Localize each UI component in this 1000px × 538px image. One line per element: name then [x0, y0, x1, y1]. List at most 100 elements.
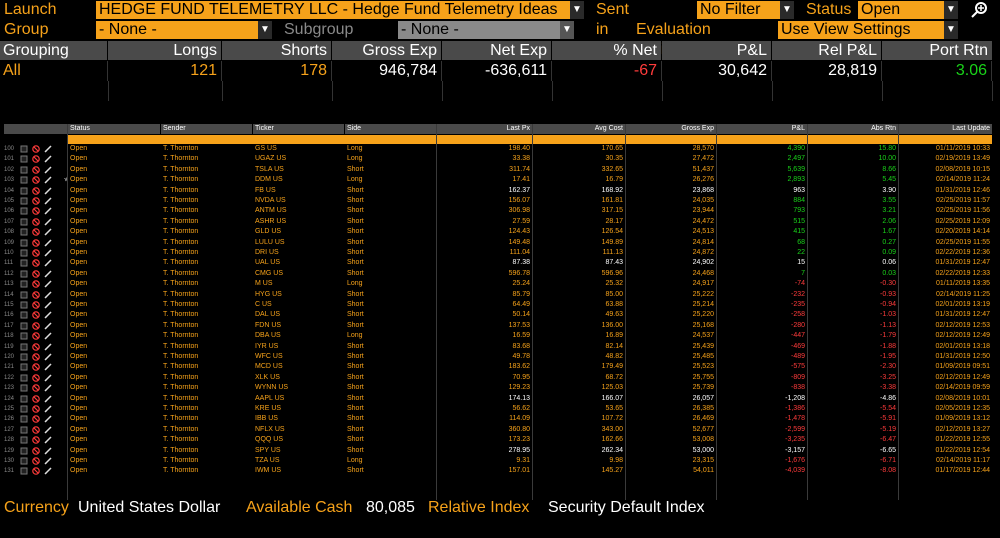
table-row[interactable]: 121 Open T. Thornton MCD US Short 183.62 179.4…: [0, 362, 1000, 372]
edit-icon[interactable]: [44, 436, 52, 444]
summary-header-shorts[interactable]: Shorts: [222, 41, 331, 60]
remove-icon[interactable]: [32, 228, 40, 236]
checkbox-icon[interactable]: [20, 332, 28, 340]
checkbox-icon[interactable]: [20, 145, 28, 153]
remove-icon[interactable]: [32, 332, 40, 340]
checkbox-icon[interactable]: [20, 270, 28, 278]
remove-icon[interactable]: [32, 436, 40, 444]
table-row[interactable]: 124 Open T. Thornton AAPL US Short 174.13 166.…: [0, 394, 1000, 404]
chevron-down-icon[interactable]: ▼: [258, 21, 272, 39]
checkbox-icon[interactable]: [20, 426, 28, 434]
table-row[interactable]: 113 Open T. Thornton M US Long 25.24 25.32 24,9…: [0, 279, 1000, 289]
remove-icon[interactable]: [32, 384, 40, 392]
table-row[interactable]: 120 Open T. Thornton WFC US Short 49.78 48.82 2…: [0, 352, 1000, 362]
table-row[interactable]: 123 Open T. Thornton WYNN US Short 129.23 125.…: [0, 383, 1000, 393]
checkbox-icon[interactable]: [20, 415, 28, 423]
remove-icon[interactable]: [32, 457, 40, 465]
summary-header-grouping[interactable]: Grouping: [0, 41, 107, 60]
table-row[interactable]: 119 Open T. Thornton IYR US Short 83.68 82.14 2…: [0, 342, 1000, 352]
chevron-down-icon[interactable]: ▼: [944, 21, 958, 39]
edit-icon[interactable]: [44, 197, 52, 205]
edit-icon[interactable]: [44, 426, 52, 434]
remove-icon[interactable]: [32, 155, 40, 164]
edit-icon[interactable]: [44, 239, 52, 247]
checkbox-icon[interactable]: [20, 207, 28, 215]
table-row[interactable]: 122 Open T. Thornton XLK US Short 70.95 68.72 2…: [0, 373, 1000, 383]
checkbox-icon[interactable]: [20, 218, 28, 226]
table-row[interactable]: 110 Open T. Thornton DRI US Short 111.04 111.1…: [0, 248, 1000, 258]
checkbox-icon[interactable]: [20, 374, 28, 382]
group-by-select[interactable]: - None -: [96, 21, 258, 39]
edit-icon[interactable]: [44, 457, 52, 465]
checkbox-icon[interactable]: [20, 384, 28, 392]
edit-icon[interactable]: [44, 207, 52, 215]
subgroup-by-select[interactable]: - None -: [398, 21, 560, 39]
table-row[interactable]: 109 Open T. Thornton LULU US Short 149.48 149.…: [0, 238, 1000, 248]
edit-icon[interactable]: [44, 228, 52, 236]
remove-icon[interactable]: [32, 186, 40, 195]
evaluation-period-select[interactable]: Use View Settings: [778, 21, 944, 39]
edit-icon[interactable]: [44, 447, 52, 455]
table-row[interactable]: 103 √ Open T. Thornton DDM US Long 17.41 16.79 2…: [0, 175, 1000, 185]
checkbox-icon[interactable]: [20, 311, 28, 319]
edit-icon[interactable]: [44, 270, 52, 278]
checkbox-icon[interactable]: [20, 467, 28, 475]
edit-icon[interactable]: [44, 332, 52, 340]
remove-icon[interactable]: [32, 415, 40, 424]
table-row[interactable]: 128 Open T. Thornton QQQ US Short 173.23 162.6…: [0, 435, 1000, 445]
edit-icon[interactable]: [44, 259, 52, 267]
table-row[interactable]: 126 Open T. Thornton IBB US Short 114.09 107.7…: [0, 414, 1000, 424]
checkbox-icon[interactable]: [20, 363, 28, 371]
remove-icon[interactable]: [32, 353, 40, 361]
remove-icon[interactable]: [32, 405, 40, 413]
table-row[interactable]: 106 Open T. Thornton ANTM US Short 306.98 317.…: [0, 206, 1000, 216]
table-row[interactable]: 108 Open T. Thornton GLD US Short 124.43 126.5…: [0, 227, 1000, 237]
remove-icon[interactable]: [32, 259, 40, 268]
table-row[interactable]: 125 Open T. Thornton KRE US Short 56.62 53.65 2…: [0, 404, 1000, 414]
edit-icon[interactable]: [44, 249, 52, 257]
edit-icon[interactable]: [44, 374, 52, 382]
chevron-down-icon[interactable]: ▼: [944, 1, 958, 19]
table-row[interactable]: 127 Open T. Thornton NFLX US Short 360.80 343.…: [0, 425, 1000, 435]
remove-icon[interactable]: [32, 269, 40, 278]
table-row[interactable]: 112 Open T. Thornton CMG US Short 596.78 596.9…: [0, 269, 1000, 279]
summary-header-pnl[interactable]: P&L: [662, 41, 771, 60]
remove-icon[interactable]: [32, 394, 40, 403]
edit-icon[interactable]: [44, 145, 52, 153]
chevron-down-icon[interactable]: ▼: [570, 1, 584, 19]
checkbox-icon[interactable]: [20, 343, 28, 351]
table-row[interactable]: 111 Open T. Thornton UAL US Short 87.38 87.43 2…: [0, 258, 1000, 268]
table-row[interactable]: 131 Open T. Thornton IWM US Short 157.01 145.2…: [0, 466, 1000, 476]
table-row[interactable]: 118 Open T. Thornton DBA US Long 16.59 16.89 24…: [0, 331, 1000, 341]
remove-icon[interactable]: [32, 176, 40, 184]
remove-icon[interactable]: [32, 425, 40, 434]
checkbox-icon[interactable]: [20, 155, 28, 163]
edit-icon[interactable]: [44, 363, 52, 371]
chevron-down-icon[interactable]: ▼: [780, 1, 794, 19]
remove-icon[interactable]: [32, 363, 40, 372]
edit-icon[interactable]: [44, 187, 52, 195]
edit-icon[interactable]: [44, 415, 52, 423]
checkbox-icon[interactable]: [20, 176, 28, 184]
checkbox-icon[interactable]: [20, 457, 28, 465]
edit-icon[interactable]: [44, 405, 52, 413]
edit-icon[interactable]: [44, 311, 52, 319]
remove-icon[interactable]: [32, 446, 40, 455]
edit-icon[interactable]: [44, 343, 52, 351]
remove-icon[interactable]: [32, 249, 40, 257]
remove-icon[interactable]: [32, 321, 40, 330]
table-row[interactable]: 130 Open T. Thornton TZA US Long 9.31 9.98 23,3…: [0, 456, 1000, 466]
table-header-last-px[interactable]: Last Px: [437, 124, 532, 134]
table-header-status[interactable]: Status: [68, 124, 160, 134]
remove-icon[interactable]: [32, 290, 40, 299]
edit-icon[interactable]: [44, 395, 52, 403]
table-row[interactable]: 101 Open T. Thornton UGAZ US Long 33.38 30.35 2…: [0, 154, 1000, 164]
chevron-down-icon[interactable]: ▼: [560, 21, 574, 39]
search-icon[interactable]: [968, 1, 990, 19]
table-row[interactable]: 100 Open T. Thornton GS US Long 198.40 170.65 2…: [0, 144, 1000, 154]
edit-icon[interactable]: [44, 291, 52, 299]
edit-icon[interactable]: [44, 301, 52, 309]
table-row[interactable]: 116 Open T. Thornton DAL US Short 50.14 49.63 2…: [0, 310, 1000, 320]
summary-header-port-rtn[interactable]: Port Rtn: [882, 41, 992, 60]
summary-header-net-exp[interactable]: Net Exp: [442, 41, 551, 60]
